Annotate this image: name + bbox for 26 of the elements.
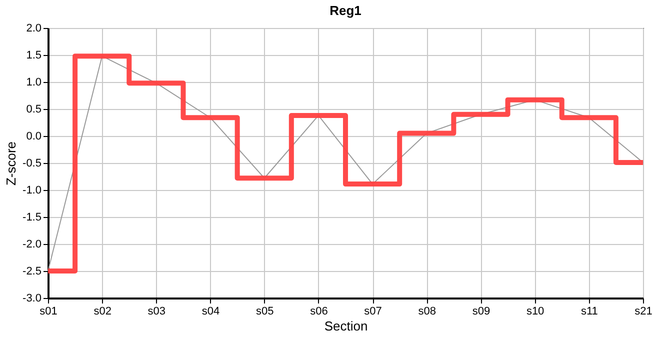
y-tick-label: 1.5	[26, 50, 42, 62]
chart-title: Reg1	[330, 3, 362, 18]
y-tick-label: -1.0	[22, 184, 42, 196]
y-tick-label: -2.5	[22, 266, 42, 278]
y-tick-label: -0.5	[22, 158, 42, 170]
y-tick-label: 0.5	[26, 104, 42, 116]
x-tick-label: s03	[148, 306, 166, 318]
x-axis-title: Section	[324, 318, 368, 334]
y-tick-label: -1.5	[22, 212, 42, 224]
x-tick-label: s04	[202, 306, 220, 318]
y-tick-label: -3.0	[22, 292, 42, 304]
x-tick-label: s10	[526, 306, 544, 318]
x-tick-label: s06	[310, 306, 328, 318]
x-tick-label: s08	[418, 306, 436, 318]
y-axis-title: Z-score	[4, 141, 19, 186]
x-tick-label: s05	[256, 306, 274, 318]
y-tick-label: 1.0	[26, 76, 42, 88]
y-tick-label: 0.0	[26, 130, 42, 142]
x-tick-label: s01	[40, 306, 58, 318]
x-tick-label: s07	[364, 306, 382, 318]
x-tick-label: s02	[94, 306, 112, 318]
y-tick-label: 2.0	[26, 22, 42, 34]
x-tick-label: s09	[472, 306, 490, 318]
x-tick-label: s21	[634, 306, 652, 318]
y-tick-label: -2.0	[22, 238, 42, 250]
x-tick-label: s11	[580, 306, 598, 318]
